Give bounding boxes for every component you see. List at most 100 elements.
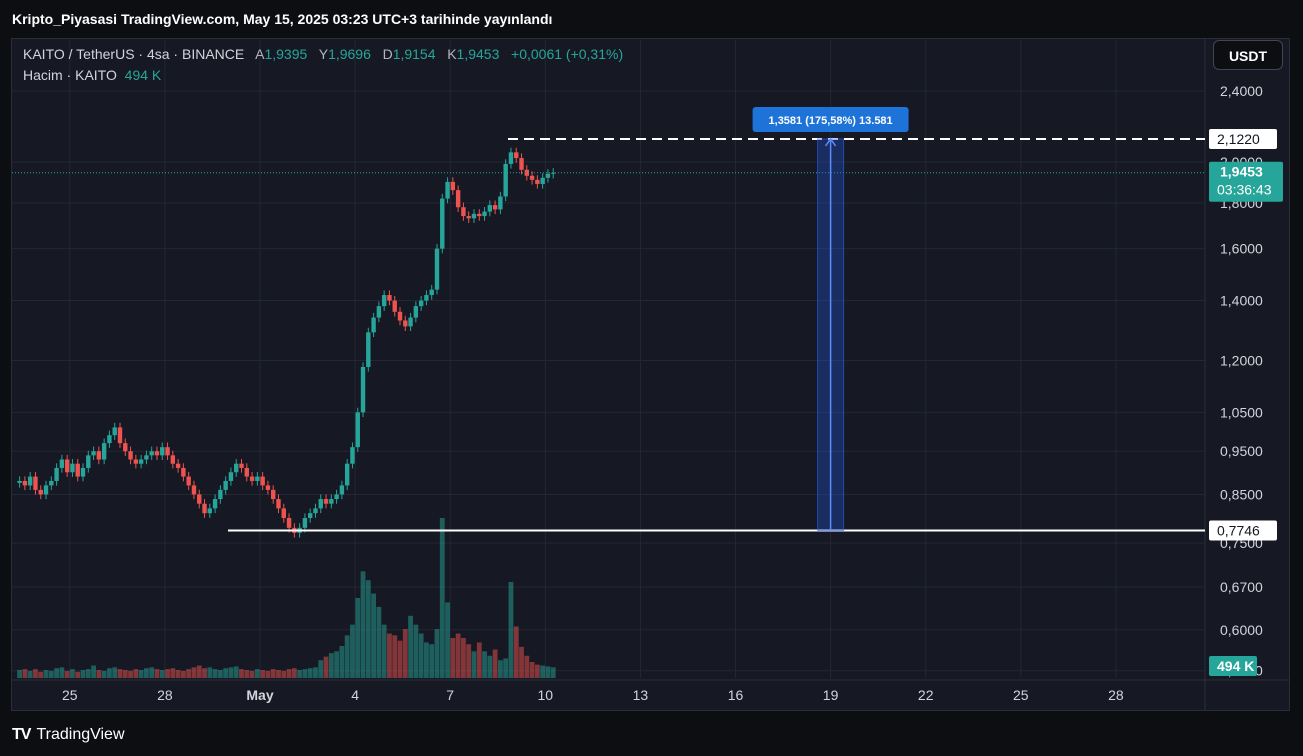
close-label: K xyxy=(447,46,457,62)
volume-bar xyxy=(519,646,524,678)
candle-body xyxy=(64,459,70,473)
footer-brand[interactable]: TradingView xyxy=(36,726,125,743)
volume-bar xyxy=(117,669,123,678)
publish-header: Kripto_Piyasasi TradingView.com, May 15,… xyxy=(0,0,1303,38)
volume-bar xyxy=(207,667,213,678)
candle-body xyxy=(492,205,498,210)
volume-bar xyxy=(439,518,445,678)
candle-body xyxy=(450,181,456,191)
candle-body xyxy=(487,205,493,212)
volume-bar xyxy=(344,635,350,678)
volume-bar xyxy=(497,660,503,678)
open-value: 1,9395 xyxy=(264,46,308,62)
candle-body xyxy=(197,494,202,504)
volume-bar xyxy=(186,669,192,678)
x-tick-label: 28 xyxy=(1108,687,1124,703)
volume-bar xyxy=(402,629,408,678)
candle-body xyxy=(276,499,281,509)
open-label: A xyxy=(255,46,265,62)
candle-body xyxy=(170,455,176,464)
volume-bar xyxy=(397,640,403,678)
volume-bar xyxy=(233,666,239,678)
volume-bar xyxy=(107,668,112,678)
volume-label[interactable]: Hacim · KAITO xyxy=(23,67,117,83)
low-price-tag-box xyxy=(1209,520,1277,541)
symbol-label[interactable]: KAITO / TetherUS · 4sa · BINANCE xyxy=(23,46,245,62)
candle-body xyxy=(175,463,181,468)
volume-bar xyxy=(165,669,170,678)
volume-bar xyxy=(85,669,91,678)
volume-bar xyxy=(75,671,81,678)
candle-body xyxy=(286,518,292,528)
volume-bar xyxy=(239,669,244,678)
candle-body xyxy=(27,476,33,486)
candle-body xyxy=(519,158,524,170)
volume-bar xyxy=(376,606,382,678)
volume-bar xyxy=(27,670,33,678)
chart-panel[interactable] xyxy=(11,38,1290,711)
publish-title: Kripto_Piyasasi TradingView.com, May 15,… xyxy=(12,11,553,27)
volume-bar xyxy=(244,670,250,678)
volume-bar xyxy=(48,670,54,678)
volume-bar xyxy=(408,615,413,678)
volume-bar xyxy=(260,670,266,678)
volume-bar xyxy=(487,655,493,678)
candle-body xyxy=(112,427,117,436)
candle-body xyxy=(360,366,366,413)
volume-bar xyxy=(270,669,276,678)
candle-body xyxy=(397,311,403,321)
volume-bar xyxy=(59,667,65,678)
candle-body xyxy=(218,489,223,500)
volume-bar xyxy=(339,646,345,678)
volume-bar xyxy=(191,667,197,678)
high-price-tag-box xyxy=(1209,128,1277,149)
volume-bar xyxy=(80,670,86,678)
volume-bar xyxy=(545,666,551,678)
ohlc-legend: KAITO / TetherUS · 4sa · BINANCE A1,9395… xyxy=(23,46,623,62)
volume-bar xyxy=(133,669,139,678)
volume-bar xyxy=(175,670,181,678)
candle-body xyxy=(344,463,350,486)
volume-bar xyxy=(212,669,218,678)
volume-bar xyxy=(508,582,514,678)
candle-body xyxy=(477,213,482,217)
candle-body xyxy=(181,467,186,477)
candle-body xyxy=(524,169,530,176)
volume-bar xyxy=(461,638,466,678)
candle-body xyxy=(202,503,207,514)
candle-body xyxy=(408,317,413,327)
volume-bar xyxy=(70,669,75,678)
candle-body xyxy=(223,480,228,490)
candle-body xyxy=(212,499,218,509)
volume-bar xyxy=(112,667,118,678)
volume-bar xyxy=(33,669,38,678)
candle-body xyxy=(302,518,308,528)
volume-bar xyxy=(101,670,107,678)
volume-bar xyxy=(513,626,519,678)
volume-bar xyxy=(307,668,313,678)
low-value: 1,9154 xyxy=(392,46,436,62)
countdown-tag: 03:36:43 xyxy=(1217,182,1272,198)
currency-button[interactable]: USDT xyxy=(1213,40,1283,70)
x-tick-label: 25 xyxy=(1013,687,1029,703)
volume-bar xyxy=(38,671,44,678)
volume-bar xyxy=(355,598,361,678)
close-value: 1,9453 xyxy=(456,46,500,62)
current-price-tag-box xyxy=(1209,161,1283,202)
y-tick-label: 0,9500 xyxy=(1220,443,1263,459)
volume-bar xyxy=(91,665,96,678)
x-tick-label: 22 xyxy=(918,687,934,703)
volume-bar xyxy=(418,633,424,678)
candle-body xyxy=(191,485,197,495)
volume-bar xyxy=(365,580,371,678)
low-label: D xyxy=(382,46,393,62)
candle-body xyxy=(329,499,334,504)
current-price-tag: 1,9453 xyxy=(1220,164,1263,180)
volume-bar xyxy=(387,633,392,678)
candle-body xyxy=(123,443,128,452)
tradingview-logo-icon[interactable]: TV xyxy=(12,726,31,743)
candle-body xyxy=(514,152,519,159)
x-tick-label: 4 xyxy=(351,687,359,703)
candle-body xyxy=(318,499,323,509)
